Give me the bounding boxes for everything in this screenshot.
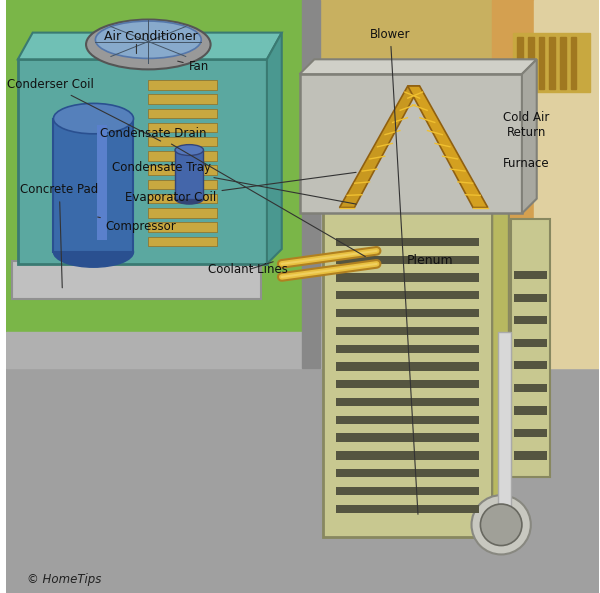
Bar bbox=[514, 316, 547, 324]
Text: Fan: Fan bbox=[178, 60, 209, 73]
Bar bbox=[6, 344, 599, 593]
Text: Cold Air
Return: Cold Air Return bbox=[503, 110, 550, 139]
Text: Condensate Drain: Condensate Drain bbox=[100, 127, 365, 257]
Bar bbox=[336, 291, 479, 299]
Bar bbox=[336, 238, 479, 246]
Bar bbox=[514, 271, 547, 279]
Polygon shape bbox=[340, 86, 419, 208]
Ellipse shape bbox=[53, 103, 133, 134]
Bar bbox=[514, 451, 547, 460]
Bar bbox=[148, 208, 217, 218]
Bar bbox=[323, 208, 492, 537]
Bar bbox=[148, 109, 217, 118]
Bar bbox=[148, 137, 217, 146]
Bar bbox=[560, 37, 566, 89]
Bar bbox=[336, 380, 479, 388]
Bar bbox=[148, 151, 217, 161]
Bar bbox=[148, 80, 217, 90]
Ellipse shape bbox=[481, 504, 522, 546]
Bar bbox=[314, 89, 599, 148]
Text: Coolant Lines: Coolant Lines bbox=[208, 262, 288, 276]
Text: Concrete Pad: Concrete Pad bbox=[20, 183, 98, 288]
Polygon shape bbox=[18, 33, 282, 59]
Bar bbox=[302, 0, 320, 368]
Ellipse shape bbox=[53, 237, 133, 267]
Bar bbox=[336, 451, 479, 460]
Bar bbox=[6, 332, 599, 368]
Bar bbox=[148, 165, 217, 175]
Bar bbox=[514, 339, 547, 347]
Bar bbox=[148, 222, 217, 232]
Bar bbox=[299, 74, 522, 213]
Ellipse shape bbox=[86, 20, 211, 69]
Bar bbox=[513, 33, 590, 92]
Bar bbox=[492, 0, 534, 368]
Bar bbox=[336, 469, 479, 477]
Ellipse shape bbox=[175, 145, 203, 155]
Bar bbox=[514, 361, 547, 369]
Bar bbox=[336, 505, 479, 513]
Polygon shape bbox=[408, 86, 488, 208]
Bar bbox=[148, 194, 217, 203]
Bar bbox=[514, 429, 547, 437]
Ellipse shape bbox=[472, 495, 531, 554]
Bar bbox=[571, 37, 577, 89]
Bar bbox=[336, 487, 479, 495]
Bar bbox=[539, 37, 544, 89]
Text: Evaporator Coil: Evaporator Coil bbox=[125, 173, 356, 204]
Bar bbox=[336, 398, 479, 406]
Bar bbox=[336, 345, 479, 353]
Bar bbox=[549, 37, 555, 89]
Bar bbox=[12, 261, 261, 299]
Bar bbox=[514, 384, 547, 392]
Bar bbox=[514, 294, 547, 302]
Bar bbox=[148, 237, 217, 246]
Bar bbox=[498, 332, 511, 513]
Bar bbox=[314, 0, 599, 107]
Bar bbox=[148, 94, 217, 104]
Ellipse shape bbox=[95, 21, 201, 58]
Bar bbox=[314, 0, 599, 148]
Bar bbox=[336, 273, 479, 282]
Bar bbox=[336, 256, 479, 264]
Bar bbox=[97, 125, 107, 240]
Bar bbox=[6, 0, 314, 344]
Bar bbox=[336, 416, 479, 424]
Text: © HomeTips: © HomeTips bbox=[27, 573, 101, 586]
Text: Plenum: Plenum bbox=[407, 254, 454, 267]
Polygon shape bbox=[492, 191, 509, 537]
Bar bbox=[175, 150, 203, 199]
Bar bbox=[18, 59, 267, 264]
Text: Condensate Tray: Condensate Tray bbox=[112, 161, 356, 204]
Bar bbox=[148, 180, 217, 189]
Ellipse shape bbox=[175, 193, 203, 204]
Text: Furnace: Furnace bbox=[503, 157, 550, 170]
Bar bbox=[336, 433, 479, 442]
Text: Air Conditioner: Air Conditioner bbox=[104, 30, 198, 43]
Bar bbox=[148, 123, 217, 132]
Polygon shape bbox=[522, 59, 537, 213]
Bar bbox=[514, 406, 547, 415]
Polygon shape bbox=[299, 59, 537, 74]
Polygon shape bbox=[267, 33, 282, 264]
Bar bbox=[534, 0, 599, 368]
Bar bbox=[511, 219, 550, 477]
Bar bbox=[528, 37, 534, 89]
Bar bbox=[517, 37, 523, 89]
Bar bbox=[336, 327, 479, 335]
Bar bbox=[53, 119, 133, 252]
Bar bbox=[336, 309, 479, 317]
Text: Compressor: Compressor bbox=[98, 217, 176, 233]
Text: Conderser Coil: Conderser Coil bbox=[7, 78, 161, 141]
Text: Blower: Blower bbox=[370, 28, 418, 514]
Bar bbox=[336, 362, 479, 371]
